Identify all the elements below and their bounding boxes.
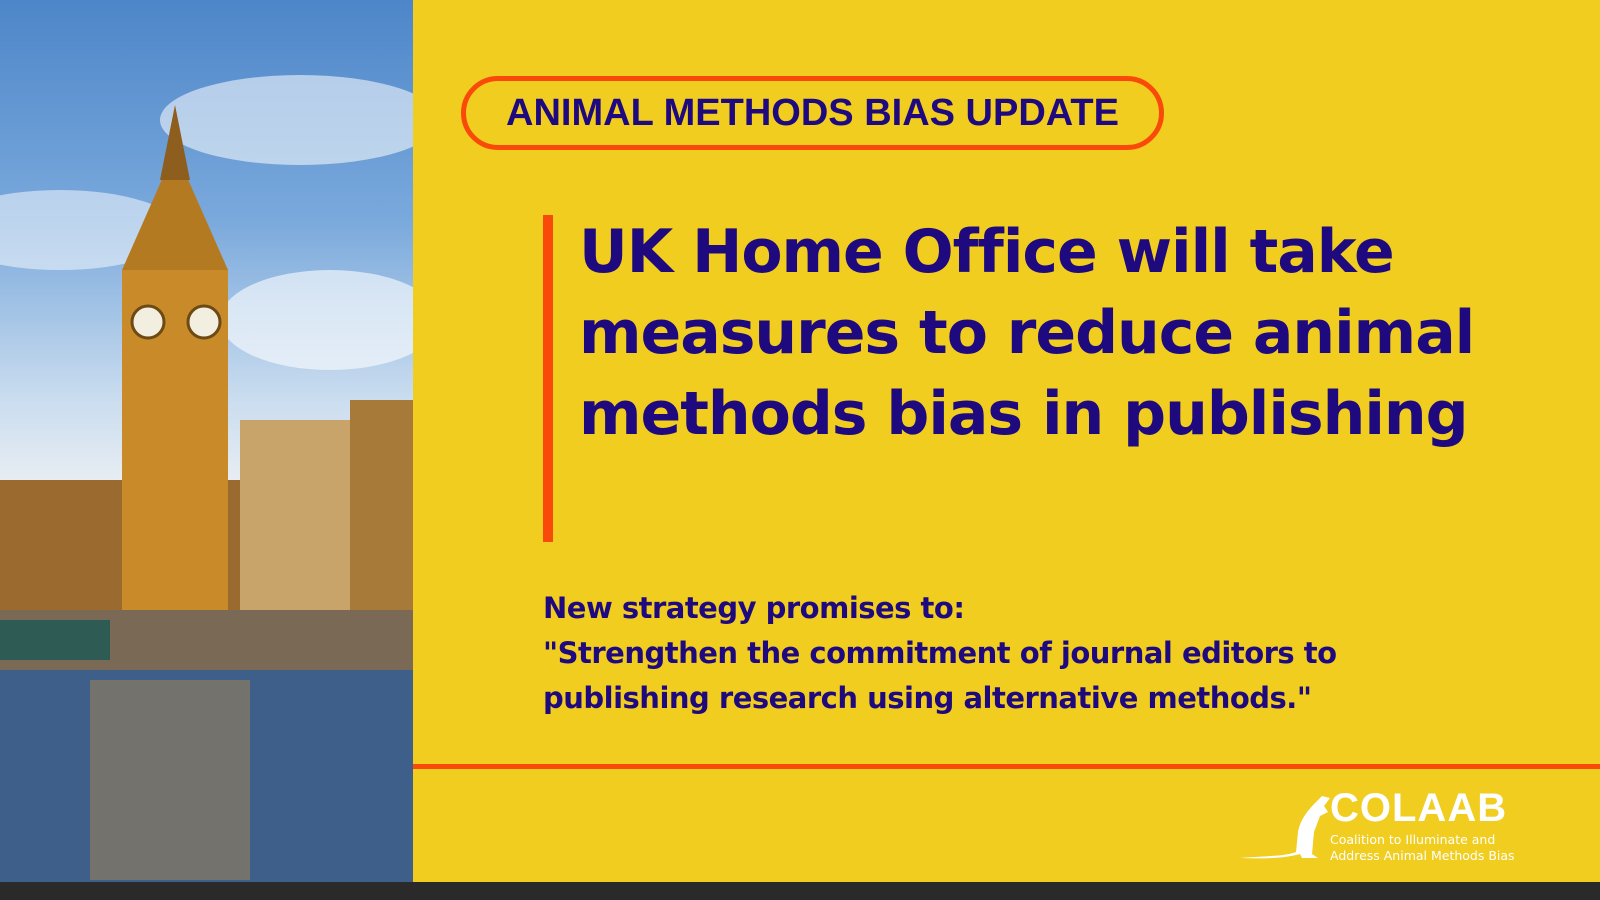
logo-name: COLAAB bbox=[1330, 786, 1508, 830]
subtext-intro: New strategy promises to: bbox=[543, 591, 965, 625]
rat-icon bbox=[1240, 796, 1330, 859]
subtext-quote: "Strengthen the commitment of journal ed… bbox=[543, 636, 1337, 715]
logo-tagline-1: Coalition to Illuminate and bbox=[1330, 832, 1496, 847]
big-ben-photo bbox=[0, 0, 413, 882]
update-badge: ANIMAL METHODS BIAS UPDATE bbox=[461, 76, 1164, 150]
subtext: New strategy promises to: "Strengthen th… bbox=[543, 586, 1503, 721]
headline: UK Home Office will take measures to red… bbox=[579, 217, 1475, 449]
content-panel: ANIMAL METHODS BIAS UPDATE UK Home Offic… bbox=[413, 0, 1600, 882]
logo-tagline: Coalition to Illuminate and Address Anim… bbox=[1330, 832, 1515, 864]
colaab-logo: COLAAB Coalition to Illuminate and Addre… bbox=[1238, 788, 1568, 868]
divider bbox=[413, 764, 1600, 769]
accent-bar bbox=[543, 215, 553, 542]
logo-tagline-2: Address Animal Methods Bias bbox=[1330, 848, 1515, 863]
